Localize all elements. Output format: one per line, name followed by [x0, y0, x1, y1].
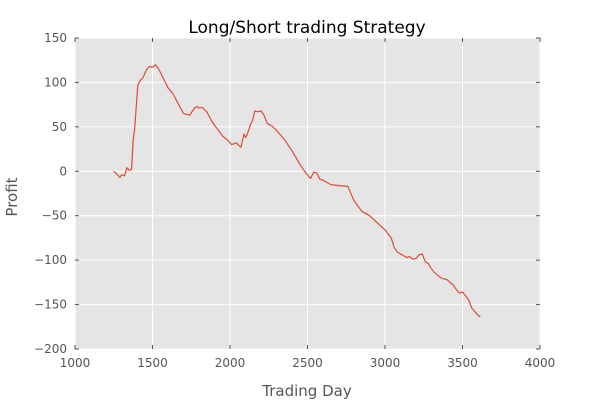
x-tick-label: 4000 — [525, 356, 556, 370]
y-tick-label: −50 — [42, 209, 67, 223]
x-tick-label: 2000 — [215, 356, 246, 370]
series-group — [113, 64, 481, 318]
x-tick-label: 2500 — [292, 356, 323, 370]
y-tick-label: 150 — [44, 31, 67, 45]
x-tick-label: 3500 — [447, 356, 478, 370]
y-axis-label: Profit — [3, 177, 21, 216]
y-tick-label: −200 — [34, 342, 67, 356]
chart-title: Long/Short trading Strategy — [188, 18, 425, 38]
x-axis-label: Trading Day — [261, 382, 352, 400]
y-tick-label: −100 — [34, 253, 67, 267]
x-tick-label: 3000 — [370, 356, 401, 370]
x-tick-label: 1500 — [137, 356, 168, 370]
axis-ticks: 1000 1500 2000 2500 3000 3500 4000 150 100 50 0 −50… — [34, 31, 555, 370]
y-tick-label: −150 — [34, 298, 67, 312]
y-tick-label: 100 — [44, 75, 67, 89]
profit-series-line — [113, 64, 481, 318]
y-tick-label: 50 — [52, 120, 67, 134]
x-tick-label: 1000 — [60, 356, 91, 370]
y-tick-label: 0 — [59, 164, 67, 178]
